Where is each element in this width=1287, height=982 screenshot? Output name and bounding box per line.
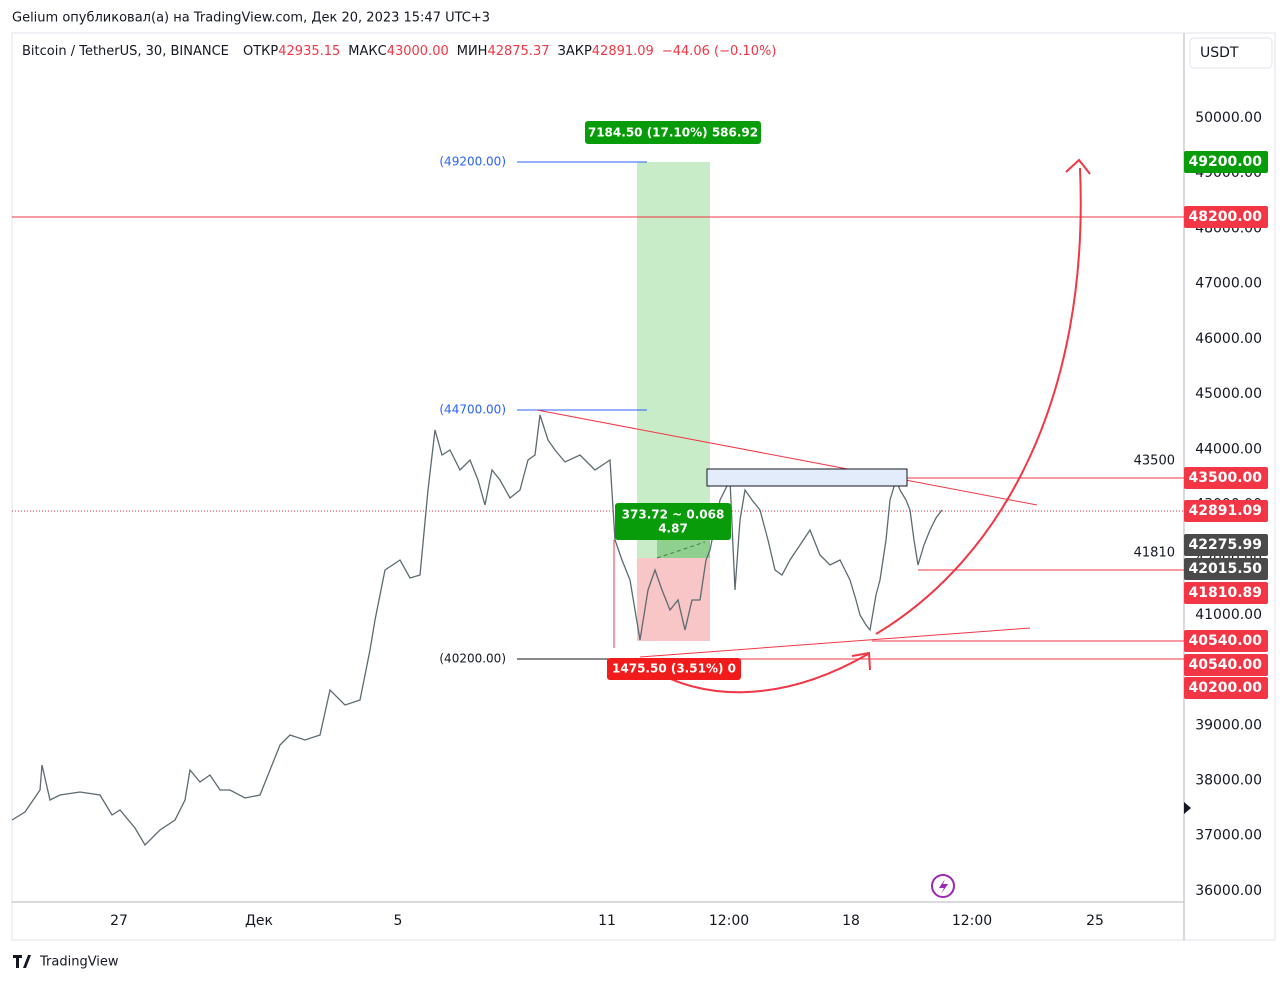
price-tick-label: 37000.00 xyxy=(1195,828,1262,844)
price-badge xyxy=(1184,500,1268,522)
legend: Bitcoin / TetherUS, 30, BINANCE ОТКР4293… xyxy=(22,44,776,59)
price-badge xyxy=(1184,582,1268,604)
price-badge xyxy=(1184,630,1268,652)
time-tick-label: 12:00 xyxy=(709,913,749,929)
price-badge xyxy=(1184,206,1268,228)
profit-box xyxy=(585,121,761,144)
axis-marker xyxy=(1184,802,1191,814)
profit-zone xyxy=(637,162,710,558)
currency-button[interactable] xyxy=(1189,37,1273,69)
legend-label: ЗАКР xyxy=(557,44,591,59)
chart-frame xyxy=(11,32,1276,941)
level-label: 43500 xyxy=(1134,454,1175,469)
price-badge xyxy=(1184,534,1268,556)
price-tick-label: 46000.00 xyxy=(1195,331,1262,347)
arrow-head xyxy=(1065,158,1091,175)
price-badge-label: 40540.00 xyxy=(1188,633,1262,649)
price-tick-label: 44000.00 xyxy=(1195,441,1262,457)
price-badge-label: 49200.00 xyxy=(1188,154,1262,170)
time-tick-label: 18 xyxy=(842,913,860,929)
price-tick-label: 38000.00 xyxy=(1195,773,1262,789)
legend-value: 43000.00 xyxy=(387,44,449,59)
legend-label: МИН xyxy=(457,44,488,59)
price-badge-label: 42275.99 xyxy=(1188,537,1262,553)
price-tick-label: 47000.00 xyxy=(1195,276,1262,292)
currency: USDT xyxy=(1200,45,1239,61)
logo-mark xyxy=(13,955,31,968)
time-tick-label: 12:00 xyxy=(952,913,992,929)
time-tick-label: 11 xyxy=(598,913,616,929)
profit-text: 7184.50 (17.10%) 586.92 xyxy=(588,126,758,140)
price-badge xyxy=(1184,654,1268,676)
price-tick-label: 50000.00 xyxy=(1195,110,1262,126)
header: Gelium опубликовал(а) на TradingView.com… xyxy=(12,11,490,26)
price-tick-label: 39000.00 xyxy=(1195,717,1262,733)
price-badge xyxy=(1184,558,1268,580)
price-tick-label: 41000.00 xyxy=(1195,607,1262,623)
mid-text: 4.87 xyxy=(658,522,688,536)
alert-icon[interactable] xyxy=(931,874,955,898)
arrow-head xyxy=(851,651,871,671)
profit-filled xyxy=(657,540,710,558)
footer-brand: TradingView xyxy=(39,955,119,970)
time-tick-label: 25 xyxy=(1086,913,1104,929)
legend-value: 42875.37 xyxy=(487,44,549,59)
symbol: Bitcoin / TetherUS, 30, BINANCE xyxy=(22,44,229,59)
price-badge-label: 42891.09 xyxy=(1188,503,1262,519)
mid-text: 373.72 ~ 0.068 xyxy=(622,508,725,522)
range-box xyxy=(706,468,908,487)
legend-change: −44.06 (−0.10%) xyxy=(662,44,777,59)
trend-line xyxy=(536,409,1038,506)
mid-box xyxy=(615,503,731,540)
trend-line xyxy=(639,627,1031,658)
arrow-up xyxy=(875,167,1082,635)
stop-label: (40200.00) xyxy=(439,652,506,666)
target-label: (49200.00) xyxy=(439,155,506,169)
price-badge xyxy=(1184,677,1268,699)
price-badge-label: 48200.00 xyxy=(1188,209,1262,225)
price-badge-label: 40200.00 xyxy=(1188,680,1262,696)
footer-logo xyxy=(13,955,31,968)
price-badge-label: 43500.00 xyxy=(1188,470,1262,486)
legend-value: 42891.09 xyxy=(592,44,654,59)
level-label: 41810 xyxy=(1134,546,1175,561)
legend-value: 42935.15 xyxy=(278,44,340,59)
price-badge-label: 42015.50 xyxy=(1188,561,1262,577)
price-badge-label: 41810.89 xyxy=(1188,585,1262,601)
entry-label: (44700.00) xyxy=(439,403,506,417)
price-path xyxy=(11,414,943,847)
price-tick-label: 36000.00 xyxy=(1195,883,1262,899)
price-tick-label: 45000.00 xyxy=(1195,386,1262,402)
legend-label: ОТКР xyxy=(243,44,278,59)
alert-bolt xyxy=(939,879,948,894)
loss-text: 1475.50 (3.51%) 0 xyxy=(612,662,736,676)
path-line xyxy=(656,541,706,559)
price-badge xyxy=(1184,151,1268,173)
loss-box xyxy=(607,658,741,680)
time-tick-label: 27 xyxy=(110,913,128,929)
price-badge-label: 40540.00 xyxy=(1188,657,1262,673)
price-badge xyxy=(1184,467,1268,489)
time-tick-label: Дек xyxy=(245,913,273,929)
time-tick-label: 5 xyxy=(394,913,403,929)
legend-label: МАКС xyxy=(348,44,386,59)
